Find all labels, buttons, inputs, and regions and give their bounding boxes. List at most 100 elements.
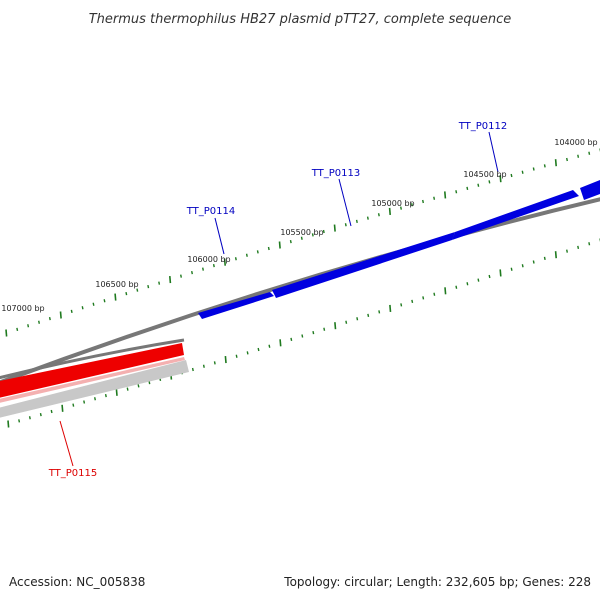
gene-block-tt-p0115[interactable] (0, 343, 184, 400)
inner-tick (94, 397, 96, 401)
inner-tick (532, 260, 535, 264)
inner-tick (301, 334, 304, 338)
outer-tick (333, 224, 336, 232)
outer-tick (466, 186, 469, 191)
tick-label-105000: 105000 bp (371, 199, 414, 208)
inner-tick (488, 274, 491, 279)
gene-labels: TT_P0112 TT_P0113 TT_P0114 TT_P0115 (48, 121, 508, 479)
outer-tick (400, 206, 402, 210)
inner-tick (378, 310, 381, 314)
inner-tick (411, 299, 414, 304)
outer-tick (267, 246, 270, 251)
gene-leader-tt-p0115 (59, 420, 74, 467)
outer-tick (180, 274, 182, 278)
outer-tick (169, 276, 172, 284)
outer-tick (510, 173, 513, 178)
inner-tick (588, 242, 591, 246)
tick-label-106500: 106500 bp (95, 280, 138, 289)
inner-tick (323, 327, 326, 331)
outer-tick (388, 207, 391, 215)
outer-tick (488, 180, 491, 184)
accession-text: Accession: NC_005838 (9, 575, 145, 589)
outer-tick (377, 213, 380, 217)
gene-label-tt-p0112[interactable]: TT_P0112 (458, 121, 508, 132)
outer-tick (322, 229, 325, 234)
outer-tick (81, 306, 84, 310)
inner-tick (235, 354, 238, 358)
inner-tick (72, 403, 75, 407)
inner-tick (566, 249, 568, 253)
outer-tick (300, 236, 303, 240)
outer-tick (136, 288, 139, 292)
inner-tick (554, 251, 557, 259)
tick-label-105500: 105500 bp (280, 228, 323, 237)
outer-tick (125, 291, 128, 296)
outer-tick (566, 157, 568, 162)
inner-tick (213, 361, 216, 365)
outer-tick (16, 327, 19, 332)
outer-tick (588, 151, 591, 155)
inner-tick (334, 322, 337, 330)
outer-tick (70, 309, 73, 314)
outer-tick (5, 329, 8, 337)
outer-tick (234, 257, 237, 261)
gene-block-tt-p0112[interactable] (452, 190, 579, 240)
gene-block-tt-p0113[interactable] (272, 232, 455, 298)
inner-tick (356, 317, 359, 321)
inner-tick (312, 330, 315, 335)
tick-label-106000: 106000 bp (187, 255, 230, 264)
outer-tick (355, 219, 358, 224)
outer-tick (521, 170, 524, 174)
inner-tick (543, 256, 546, 261)
inner-tick (202, 364, 205, 368)
outer-tick (289, 239, 292, 244)
outer-tick (212, 263, 215, 268)
gene-block-edge[interactable] (580, 180, 600, 200)
inner-tick (104, 393, 107, 398)
inner-tick (18, 419, 21, 423)
gene-block-tt-p0114[interactable] (198, 292, 274, 319)
backbone-forward (0, 197, 600, 385)
gene-label-tt-p0115[interactable]: TT_P0115 (48, 468, 98, 479)
summary-text: Topology: circular; Length: 232,605 bp; … (283, 575, 591, 589)
tick-label-104000: 104000 bp (554, 138, 597, 147)
outer-tick (48, 316, 51, 321)
gene-leader-tt-p0113 (338, 178, 352, 227)
inner-tick (126, 387, 129, 391)
outer-tick (158, 281, 161, 285)
outer-tick (311, 233, 314, 237)
outer-tick (114, 293, 117, 301)
outer-tick (59, 311, 62, 319)
tick-label-104500: 104500 bp (463, 170, 506, 179)
inner-tick (422, 296, 425, 300)
outer-tick (422, 199, 424, 204)
inner-tick (224, 356, 227, 364)
inner-tick (50, 409, 53, 414)
inner-tick (137, 384, 140, 388)
gene-block-tt-p0115-shadow (0, 357, 185, 403)
inner-tick (367, 313, 370, 318)
backbone-reverse (0, 338, 185, 380)
inner-tick (61, 404, 64, 412)
tick-labels: 104000 bp 104500 bp 105000 bp 105500 bp … (1, 138, 597, 313)
inner-tick (389, 304, 392, 312)
gene-leader-tt-p0114 (214, 217, 225, 255)
gene-label-tt-p0113[interactable]: TT_P0113 (311, 168, 361, 179)
inner-tick (268, 344, 271, 348)
outer-tick (147, 284, 150, 289)
outer-tick (433, 196, 436, 200)
inner-tick (455, 285, 458, 289)
inner-tick-ruler (7, 238, 600, 428)
inner-tick (246, 351, 249, 355)
outer-tick (577, 154, 580, 158)
outer-tick (499, 175, 502, 183)
outer-tick (202, 267, 204, 271)
tick-label-107000: 107000 bp (1, 304, 44, 313)
outer-tick (543, 164, 546, 168)
outer-tick (245, 253, 248, 257)
inner-tick (521, 264, 524, 268)
gene-label-tt-p0114[interactable]: TT_P0114 (186, 206, 236, 217)
inner-tick (28, 416, 31, 420)
outer-tick (278, 241, 281, 249)
